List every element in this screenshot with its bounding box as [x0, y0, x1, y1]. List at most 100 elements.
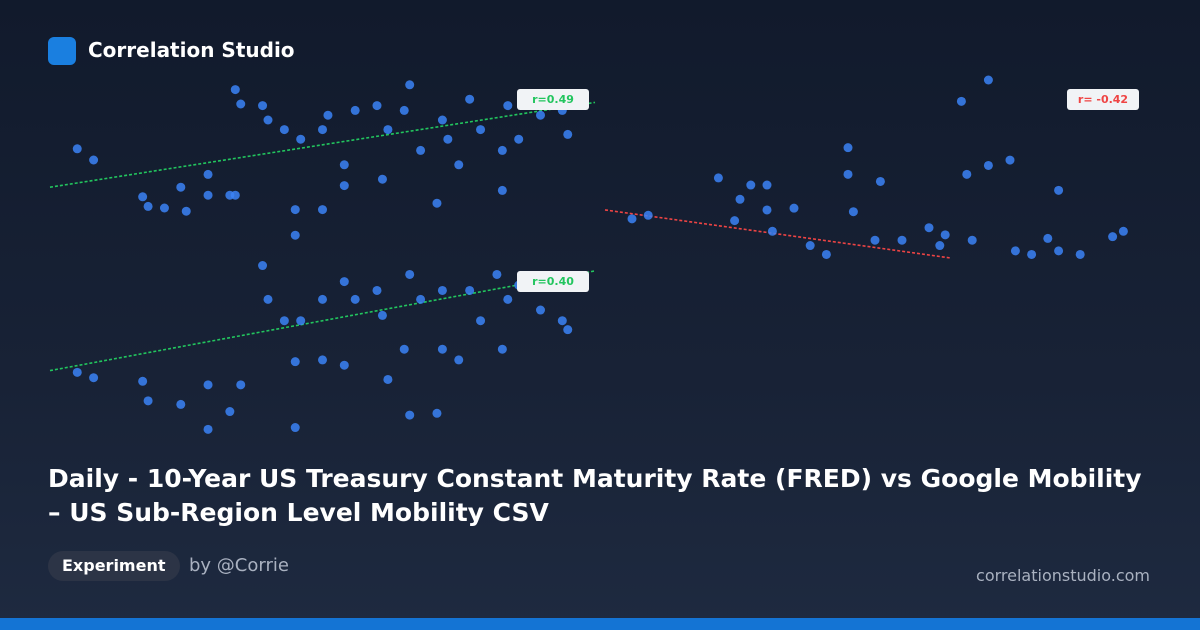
- point: [290, 230, 300, 240]
- bottom-bar: [0, 618, 1200, 630]
- point: [465, 94, 475, 104]
- point: [203, 380, 213, 390]
- point: [159, 203, 169, 213]
- point: [730, 216, 740, 226]
- point: [1054, 246, 1064, 256]
- point: [897, 235, 907, 245]
- point: [563, 325, 573, 335]
- point: [225, 407, 235, 417]
- point: [935, 241, 945, 251]
- point: [843, 169, 853, 179]
- point: [789, 203, 799, 213]
- point: [290, 423, 300, 433]
- r-label-box: [1067, 89, 1139, 110]
- trend-line: [49, 270, 596, 372]
- point: [263, 294, 273, 304]
- author: by @Corrie: [189, 555, 289, 576]
- point: [497, 145, 507, 155]
- point: [713, 173, 723, 183]
- point: [503, 294, 513, 304]
- point: [377, 174, 387, 184]
- point: [843, 143, 853, 153]
- point: [924, 223, 934, 233]
- plots: r=0.49 r= -0.42 r=0.40: [49, 75, 1139, 434]
- brand: Correlation Studio: [88, 38, 295, 62]
- r-label-box: [517, 271, 589, 292]
- point: [432, 198, 442, 208]
- point: [203, 190, 213, 200]
- point: [465, 285, 475, 295]
- point: [762, 180, 772, 190]
- point: [962, 169, 972, 179]
- point: [437, 115, 447, 125]
- point: [437, 285, 447, 295]
- point: [762, 205, 772, 215]
- point: [258, 261, 268, 271]
- point: [350, 294, 360, 304]
- point: [416, 294, 426, 304]
- point: [437, 344, 447, 354]
- point: [323, 110, 333, 120]
- point: [627, 214, 637, 224]
- point: [176, 182, 186, 192]
- point: [405, 80, 415, 90]
- point: [339, 181, 349, 191]
- point: [1108, 232, 1118, 242]
- r-label: r=0.40: [532, 275, 574, 288]
- point: [983, 160, 993, 170]
- point: [203, 424, 213, 434]
- point: [454, 160, 464, 170]
- point: [296, 134, 306, 144]
- point: [875, 176, 885, 186]
- point: [230, 190, 240, 200]
- point: [399, 344, 409, 354]
- point: [399, 105, 409, 115]
- point: [339, 277, 349, 287]
- point: [983, 75, 993, 85]
- point: [377, 310, 387, 320]
- point: [514, 134, 524, 144]
- point: [236, 380, 246, 390]
- point: [940, 230, 950, 240]
- point: [203, 169, 213, 179]
- point: [1118, 226, 1128, 236]
- point: [1005, 155, 1015, 165]
- point: [1027, 249, 1037, 259]
- point: [497, 344, 507, 354]
- point: [1010, 246, 1020, 256]
- point: [735, 194, 745, 204]
- point: [1054, 185, 1064, 195]
- point: [476, 316, 486, 326]
- point: [339, 160, 349, 170]
- point: [318, 355, 327, 365]
- point: [296, 316, 306, 326]
- point: [476, 125, 486, 135]
- point: [383, 374, 393, 384]
- point: [767, 226, 777, 236]
- point: [72, 144, 82, 154]
- r-label: r= -0.42: [1078, 93, 1128, 106]
- point: [405, 410, 415, 420]
- point: [318, 125, 327, 135]
- logo: [48, 37, 76, 65]
- r-label: r=0.49: [532, 93, 574, 106]
- title: Daily - 10-Year US Treasury Constant Mat…: [48, 464, 1142, 527]
- point: [563, 129, 573, 139]
- point: [279, 316, 289, 326]
- point: [967, 235, 977, 245]
- point: [290, 357, 300, 367]
- point: [405, 269, 415, 279]
- point: [176, 399, 186, 409]
- point: [89, 373, 99, 383]
- point: [372, 101, 382, 111]
- point: [443, 134, 453, 144]
- trend-line: [604, 209, 951, 259]
- point: [350, 105, 360, 115]
- point: [503, 101, 513, 111]
- point: [339, 360, 349, 370]
- tag: Experiment: [48, 551, 180, 581]
- point: [318, 294, 327, 304]
- point: [1075, 249, 1085, 259]
- point: [956, 96, 966, 106]
